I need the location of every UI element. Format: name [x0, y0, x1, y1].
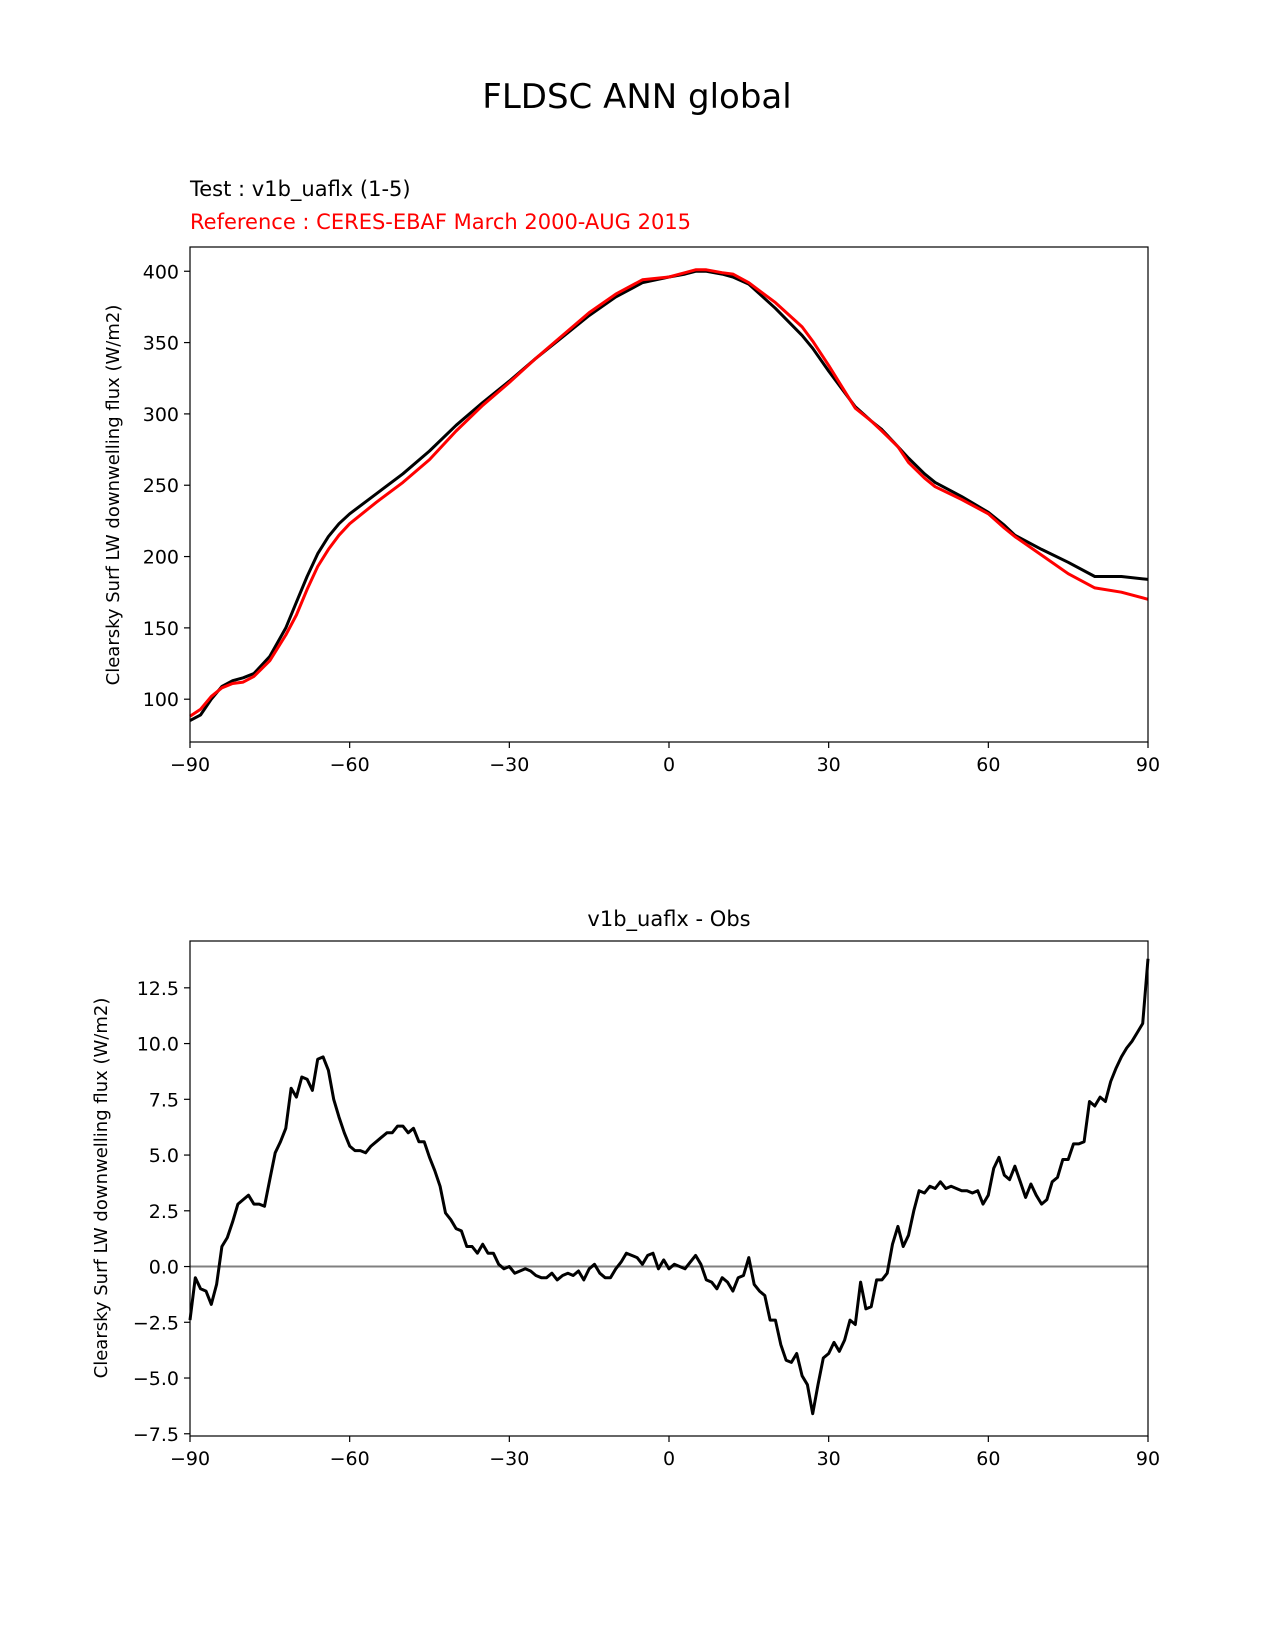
bottom-panel: v1b_uaflx - Obs Clearsky Surf LW downwel…	[91, 907, 1160, 1470]
bottom-xtick-label: −90	[170, 1448, 210, 1470]
top-xtick-label: 90	[1136, 754, 1160, 776]
test-label: Test : v1b_uaflx (1-5)	[189, 177, 411, 202]
bottom-xtick-label: 30	[817, 1448, 841, 1470]
top-ytick-label: 300	[143, 404, 179, 426]
top-ytick-label: 350	[143, 333, 179, 355]
top-ylabel: Clearsky Surf LW downwelling flux (W/m2)	[103, 305, 124, 686]
bottom-plot-area: −90 −60 −30 0 30 60 90 −7.5 −5.0 −2.5 0.0 2.5 5.0 7.5…	[133, 958, 1160, 1470]
top-xtick-label: 0	[663, 754, 675, 776]
bottom-ytick-label: 10.0	[137, 1034, 179, 1056]
bottom-ytick-label: 2.5	[149, 1201, 179, 1223]
figure-title: FLDSC ANN global	[482, 77, 791, 117]
top-xtick-label: −90	[170, 754, 210, 776]
top-plot-area: −90 −60 −30 0 30 60 90 100 150 200 250 300 350 400	[143, 261, 1160, 776]
bottom-xtick-label: 60	[976, 1448, 1000, 1470]
top-xtick-label: −60	[330, 754, 370, 776]
top-ytick-label: 400	[143, 261, 179, 283]
bottom-xtick-label: −60	[330, 1448, 370, 1470]
bottom-xtick-label: 0	[663, 1448, 675, 1470]
top-ytick-label: 250	[143, 475, 179, 497]
bottom-ytick-label: 12.5	[137, 978, 179, 1000]
top-series-test	[189, 269, 1149, 722]
top-ytick-label: 100	[143, 689, 179, 711]
top-ytick-label: 150	[143, 618, 179, 640]
bottom-ytick-label: −5.0	[133, 1368, 179, 1390]
top-xtick-label: 30	[817, 754, 841, 776]
top-series-reference	[189, 268, 1149, 718]
bottom-xtick-label: −30	[489, 1448, 529, 1470]
bottom-title: v1b_uaflx - Obs	[587, 907, 750, 932]
top-axes-frame	[189, 246, 1149, 743]
bottom-ytick-label: −7.5	[133, 1424, 179, 1446]
bottom-axes-frame	[189, 940, 1149, 1437]
bottom-xtick-label: 90	[1136, 1448, 1160, 1470]
top-ytick-label: 200	[143, 547, 179, 569]
bottom-ytick-label: 7.5	[149, 1089, 179, 1111]
bottom-ylabel: Clearsky Surf LW downwelling flux (W/m2)	[91, 998, 112, 1379]
top-xtick-label: 60	[976, 754, 1000, 776]
bottom-series-difference	[188, 958, 1150, 1416]
bottom-ytick-label: 5.0	[149, 1145, 179, 1167]
reference-label: Reference : CERES-EBAF March 2000-AUG 20…	[190, 210, 691, 234]
top-panel: Test : v1b_uaflx (1-5) Reference : CERES…	[103, 177, 1160, 776]
bottom-ytick-label: −2.5	[133, 1312, 179, 1334]
bottom-ytick-label: 0.0	[149, 1257, 179, 1279]
top-xtick-label: −30	[489, 754, 529, 776]
